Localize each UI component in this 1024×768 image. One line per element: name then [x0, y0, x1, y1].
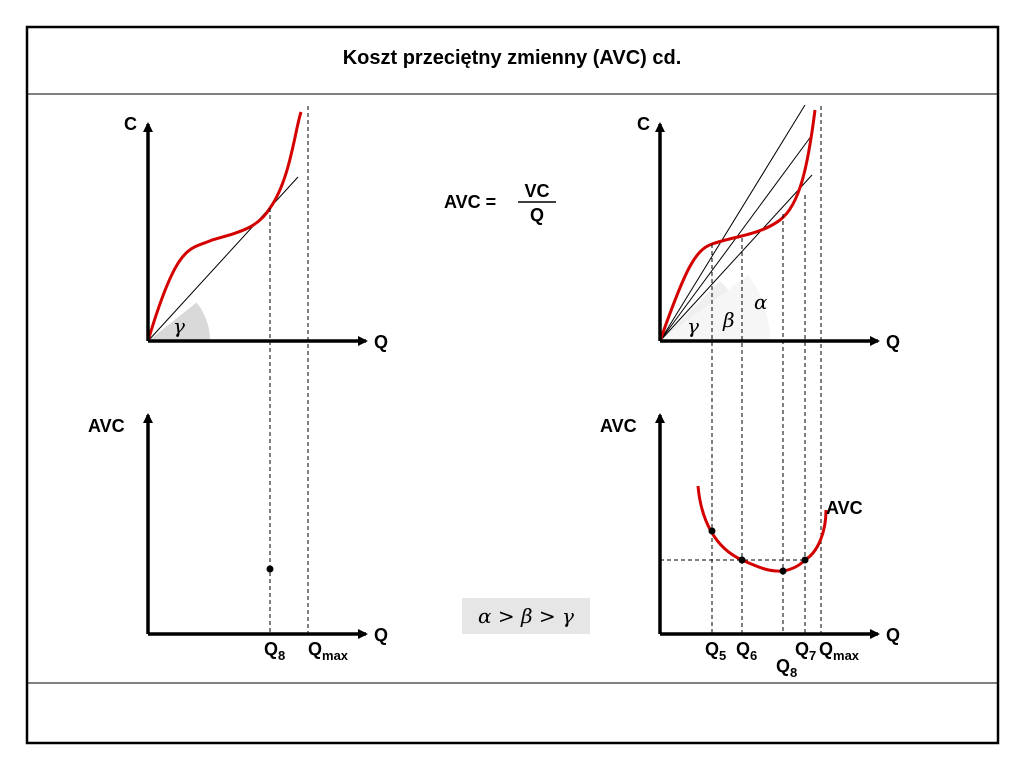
- cost-axis-label-right: C: [637, 114, 650, 134]
- gamma-label: γ: [173, 314, 185, 338]
- bottom-right-graph: AVC Q AVC Q5 Q6 Q8 Q7 Qmax: [600, 413, 900, 680]
- quantity-axis-label-bottom-right: Q: [886, 625, 900, 645]
- alpha-angle-fill: [660, 274, 771, 341]
- avc-axis-label: AVC: [88, 416, 125, 436]
- avc-formula: AVC = VC Q: [444, 181, 556, 225]
- alpha-label: α: [754, 290, 768, 314]
- slide-frame: [25, 25, 1000, 745]
- top-left-graph: C Q γ: [124, 106, 388, 634]
- avc-axis-label-right: AVC: [600, 416, 637, 436]
- inequality-text: α > β > γ: [478, 604, 574, 628]
- page-title: Koszt przeciętny zmienny (AVC) cd.: [343, 47, 682, 69]
- quantity-axis-label-right: Q: [886, 332, 900, 352]
- avc-point-q7: [801, 556, 809, 564]
- formula-denominator: Q: [530, 205, 544, 225]
- quantity-axis-label-bottom: Q: [374, 625, 388, 645]
- cost-axis-label: C: [124, 114, 137, 134]
- avc-point-q6: [738, 556, 746, 564]
- top-right-graph: C Q γ β α: [637, 104, 900, 634]
- beta-label: β: [722, 308, 735, 332]
- tick-q5: Q5: [705, 639, 726, 663]
- vc-curve-right: [658, 109, 817, 342]
- avc-point-q8-right: [779, 567, 787, 575]
- avc-point-q5: [708, 527, 716, 535]
- tick-q8-right: Q8: [776, 656, 797, 680]
- quantity-axis-label: Q: [374, 332, 388, 352]
- inequality-background: [462, 598, 590, 634]
- ray-q8: [659, 174, 813, 342]
- tick-q7: Q7: [795, 639, 816, 663]
- tick-qmax-right: Qmax: [819, 639, 860, 663]
- tick-q8: Q8: [264, 639, 285, 663]
- bottom-left-graph: AVC Q Q8 Qmax: [88, 413, 388, 663]
- gamma-angle-fill: [148, 302, 210, 341]
- tick-qmax: Qmax: [308, 639, 349, 663]
- avc-point-q8: [266, 565, 274, 573]
- vc-curve: [146, 111, 303, 342]
- formula-lhs: AVC =: [444, 192, 496, 212]
- inequality-box: α > β > γ: [462, 598, 590, 634]
- ray-q5: [659, 104, 806, 342]
- tick-q6: Q6: [736, 639, 757, 663]
- formula-numerator: VC: [524, 181, 549, 201]
- avc-curve-label: AVC: [826, 498, 863, 518]
- gamma-label-right: γ: [687, 314, 699, 338]
